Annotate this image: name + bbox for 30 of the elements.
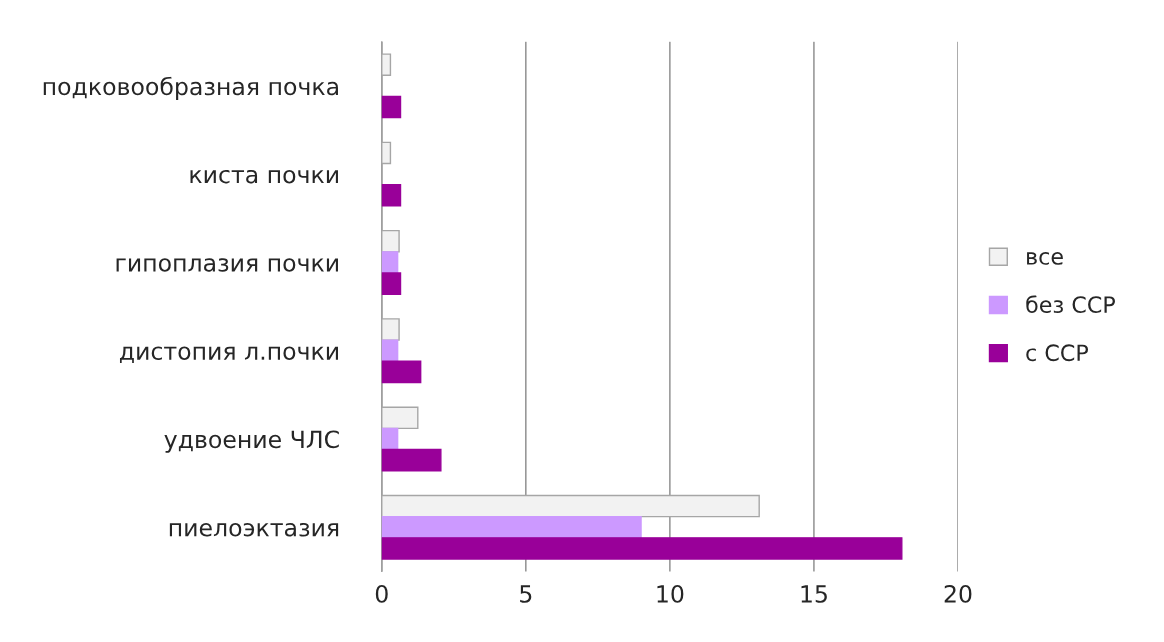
bar: [381, 406, 419, 430]
y-tick-label: дистопия л.почки: [119, 346, 338, 363]
bar: [381, 448, 442, 472]
legend-label: с ССР: [1026, 344, 1089, 362]
bar: [381, 494, 760, 518]
bar: [381, 95, 402, 119]
bar: [381, 272, 402, 295]
bar: [381, 537, 903, 560]
bar: [381, 339, 399, 362]
bar: [381, 229, 400, 253]
x-tick-label: 10: [657, 584, 684, 603]
x-tick-label: 20: [944, 584, 972, 603]
x-tick-label: 0: [375, 584, 388, 603]
y-tick-label: удвоение ЧЛС: [164, 430, 339, 453]
y-tick-label: пиелоэктазия: [169, 522, 339, 537]
bar: [381, 141, 392, 165]
bar: [381, 360, 422, 384]
bar: [381, 184, 402, 207]
bar: [381, 251, 399, 274]
y-tick-label: гипоплазия почки: [116, 258, 338, 272]
legend-label: без ССР: [1026, 295, 1115, 313]
bar: [381, 318, 400, 341]
bar: [381, 53, 392, 76]
x-tick-label: 5: [520, 585, 532, 603]
bar: [381, 427, 399, 451]
legend-label: все: [1027, 252, 1063, 265]
y-tick-label: подковообразная почка: [43, 76, 338, 100]
bar: [381, 515, 642, 539]
x-tick-label: 15: [801, 585, 827, 603]
y-tick-label: киста почки: [190, 169, 338, 184]
